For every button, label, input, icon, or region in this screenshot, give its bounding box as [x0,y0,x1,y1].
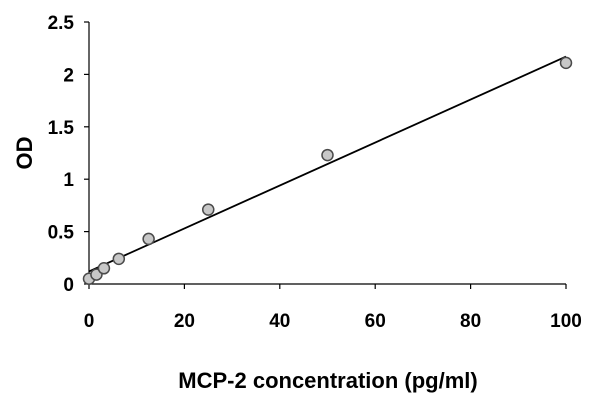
y-tick-label: 0.5 [48,223,75,244]
data-point [97,262,111,275]
y-tick-label: 2 [63,65,74,86]
data-point [202,203,215,216]
data-point [112,252,126,266]
y-axis-title: OD [12,137,37,170]
data-point [142,232,155,246]
x-tick-label: 0 [84,311,95,332]
y-tick-label: 1 [63,170,74,191]
data-points [82,56,573,286]
x-tick-label: 80 [460,311,481,332]
axes [88,22,566,285]
x-tick-label: 20 [174,311,195,332]
x-tick-label: 60 [365,311,386,332]
y-tick-label: 0 [63,275,74,296]
y-tick-label: 2.5 [48,13,75,34]
y-tick-label: 1.5 [48,118,75,139]
x-tick-label: 40 [269,311,290,332]
trendline [88,55,567,273]
data-point [321,148,334,162]
data-point [559,56,573,70]
tick-labels: 0 0.5 1 1.5 2 2.5 0 20 40 60 80 100 [48,13,582,332]
x-axis-title: MCP-2 concentration (pg/ml) [178,368,477,393]
x-tick-label: 100 [550,311,582,332]
